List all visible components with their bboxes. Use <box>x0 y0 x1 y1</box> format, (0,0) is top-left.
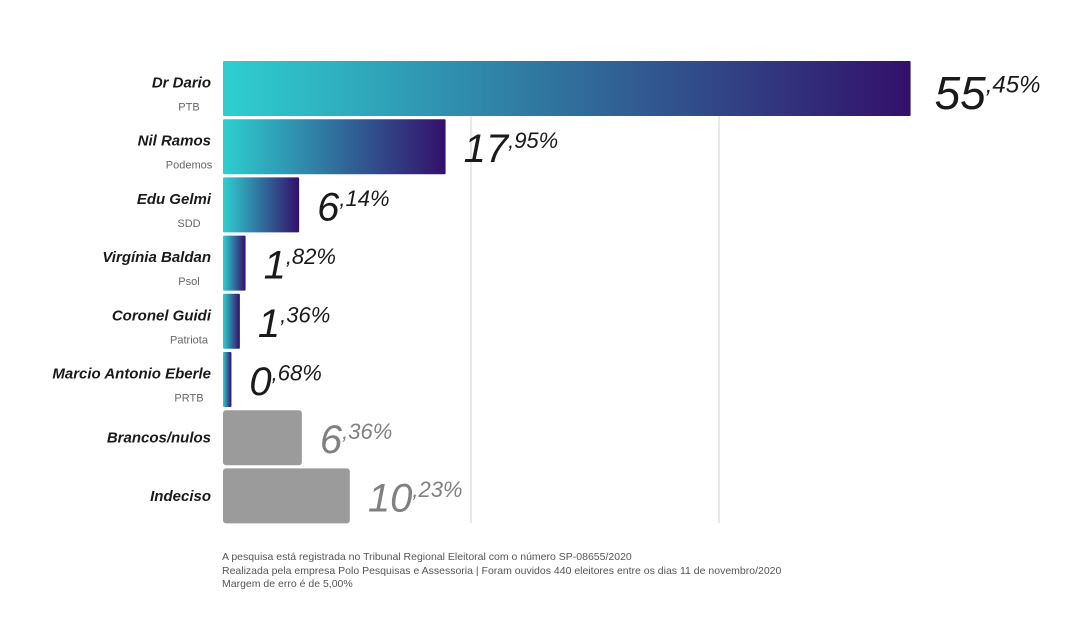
value-int-3: 1 <box>264 244 286 288</box>
value-label-5: 0,68% <box>249 360 321 404</box>
candidate-name-2: Edu Gelmi <box>137 191 212 208</box>
bar-6 <box>223 410 302 466</box>
value-label-4: 1,36% <box>258 302 330 346</box>
value-int-2: 6 <box>317 185 340 229</box>
party-label-3: Psol <box>178 276 199 288</box>
party-label-5: PRTB <box>174 393 203 405</box>
value-dec-6: ,36% <box>342 419 392 444</box>
candidate-name-6: Brancos/nulos <box>107 430 211 447</box>
footnote-margin-of-error: Margem de erro é de 5,00% <box>222 578 353 590</box>
bars <box>223 61 911 524</box>
party-label-4: Patriota <box>170 334 209 346</box>
bar-3 <box>223 235 246 291</box>
poll-bar-chart: Dr Dario PTB Nil Ramos Podemos Edu Gelmi SDD V… <box>52 61 1040 524</box>
footnote-methodology: Realizada pela empresa Polo Pesquisas e … <box>222 564 782 577</box>
value-dec-3: ,82% <box>286 244 336 269</box>
candidate-name-7: Indeciso <box>150 488 211 505</box>
value-label-6: 6,36% <box>320 418 392 462</box>
candidate-name-3: Virgínia Baldan <box>102 249 211 266</box>
value-dec-7: ,23% <box>412 477 462 502</box>
bar-5 <box>223 352 232 407</box>
bar-1 <box>223 119 446 175</box>
candidate-name-4: Coronel Guidi <box>112 307 212 324</box>
grid-lines <box>470 61 720 523</box>
bar-2 <box>223 177 300 233</box>
value-int-4: 1 <box>258 302 280 346</box>
value-int-1: 17 <box>464 127 510 171</box>
candidate-name-5: Marcio Antonio Eberle <box>52 366 211 383</box>
value-dec-2: ,14% <box>339 186 389 211</box>
candidate-labels: Dr Dario PTB Nil Ramos Podemos Edu Gelmi SDD V… <box>52 75 212 505</box>
value-label-1: 17,95% <box>464 127 559 171</box>
value-int-6: 6 <box>320 418 343 462</box>
candidate-name-1: Nil Ramos <box>138 133 211 150</box>
party-label-2: SDD <box>177 218 200 230</box>
value-int-7: 10 <box>368 476 413 520</box>
value-label-3: 1,82% <box>264 244 336 288</box>
bar-0 <box>223 61 911 116</box>
value-dec-0: ,45% <box>986 71 1041 98</box>
value-label-7: 10,23% <box>368 476 463 520</box>
footnote-registration: A pesquisa está registrada no Tribunal R… <box>222 551 632 563</box>
value-int-0: 55 <box>935 67 987 119</box>
value-labels: 55,45%17,95%6,14%1,82%1,36%0,68%6,36%10,… <box>249 67 1040 520</box>
party-label-1: Podemos <box>166 160 213 172</box>
bar-7 <box>223 468 350 524</box>
footnotes: A pesquisa está registrada no Tribunal R… <box>222 551 781 592</box>
value-dec-4: ,36% <box>280 302 330 327</box>
value-label-2: 6,14% <box>317 185 389 229</box>
value-int-5: 0 <box>249 360 271 404</box>
bar-4 <box>223 293 240 349</box>
value-dec-5: ,68% <box>272 361 322 386</box>
candidate-name-0: Dr Dario <box>152 75 211 92</box>
value-dec-1: ,95% <box>508 128 558 153</box>
value-label-0: 55,45% <box>935 67 1041 119</box>
party-label-0: PTB <box>178 102 199 114</box>
